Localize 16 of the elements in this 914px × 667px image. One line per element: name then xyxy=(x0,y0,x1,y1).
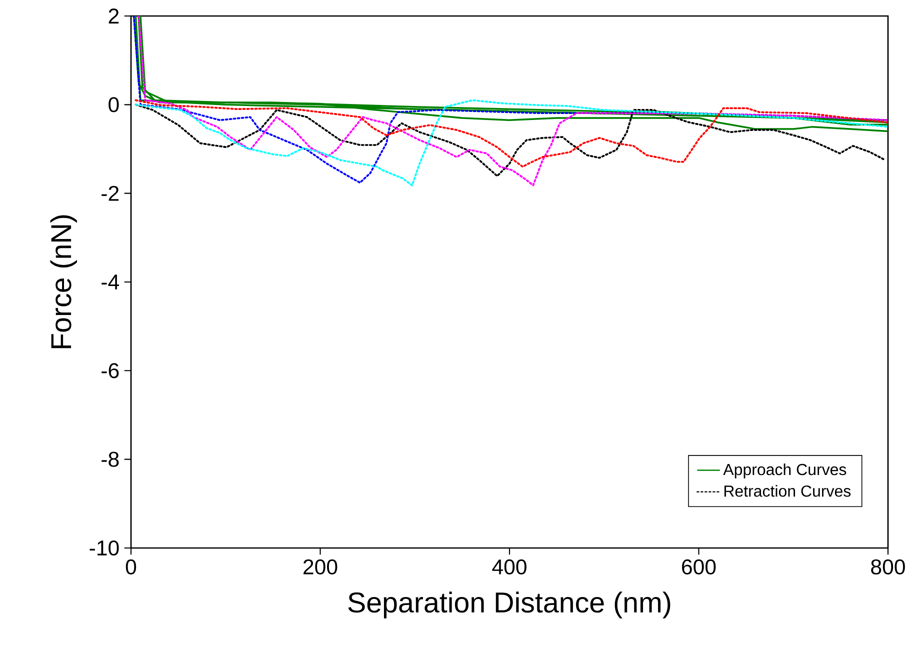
x-tick-label: 200 xyxy=(304,559,338,574)
y-tick-label: 2 xyxy=(108,8,119,24)
x-tick-label: 400 xyxy=(492,559,526,574)
y-axis-title: Force (nN) xyxy=(50,215,77,348)
y-tick-label: -4 xyxy=(102,274,119,290)
y-tick-label: 0 xyxy=(108,97,119,112)
x-axis-title: Separation Distance (nm) xyxy=(348,592,670,618)
y-tick-label: -8 xyxy=(102,452,119,467)
legend-label: Approach Curves xyxy=(723,463,846,478)
legend-label: Retraction Curves xyxy=(724,485,851,497)
y-tick-label: -6 xyxy=(102,363,119,378)
y-tick-label: -10 xyxy=(90,540,119,556)
x-tick-label: 600 xyxy=(682,559,716,574)
x-tick-label: 0 xyxy=(126,559,136,574)
y-tick-label: -2 xyxy=(102,186,119,201)
x-tick-label: 800 xyxy=(871,559,905,574)
